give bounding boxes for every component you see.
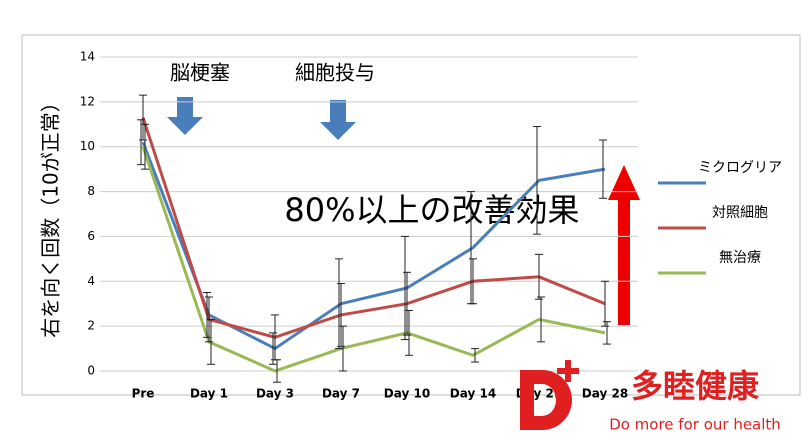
error-bar — [269, 332, 277, 365]
legend-label: 無治療 — [719, 249, 761, 266]
error-bar — [337, 283, 345, 347]
error-bar — [405, 309, 413, 356]
x-tick-label: Day 3 — [256, 387, 294, 401]
legend-label: 対照細胞 — [712, 205, 768, 221]
error-bar — [601, 280, 609, 327]
y-axis-label: 右を向く回数（10が正常） — [39, 92, 63, 337]
error-bar — [401, 235, 409, 341]
legend-label: ミクログリア — [698, 160, 782, 176]
logo — [520, 370, 572, 430]
annotation: 脳梗塞 — [170, 61, 230, 85]
error-bar — [599, 139, 607, 199]
y-tick-label: 0 — [87, 364, 95, 378]
logo-plus — [557, 360, 579, 382]
error-bar — [535, 253, 543, 300]
annotation: 細胞投与 — [295, 61, 375, 85]
error-bar — [137, 119, 145, 166]
x-tick-label: Day 28 — [582, 387, 628, 401]
x-tick-label: Day 14 — [450, 387, 496, 401]
error-bar — [469, 258, 477, 305]
error-bar — [139, 94, 147, 141]
series-line — [141, 141, 606, 351]
error-bar — [471, 348, 479, 363]
arrow-down — [320, 100, 356, 140]
series-line — [141, 146, 606, 373]
watermark-brand: 多睦健康 — [631, 367, 760, 405]
x-tick-label: Day 7 — [322, 387, 360, 401]
y-tick-label: 14 — [80, 50, 95, 64]
y-tick-label: 6 — [87, 229, 95, 243]
error-bar — [273, 359, 281, 383]
error-bar — [603, 321, 611, 345]
x-tick-label: Day 1 — [190, 387, 228, 401]
series-line — [141, 117, 606, 339]
arrow-down — [167, 97, 203, 135]
x-tick-label: Pre — [132, 387, 155, 401]
error-bar — [203, 292, 211, 338]
error-bar — [335, 258, 343, 350]
watermark-slogan: Do more for our health — [609, 416, 781, 434]
error-bar — [533, 126, 541, 235]
arrow-up — [608, 165, 640, 325]
y-tick-label: 10 — [80, 139, 95, 153]
x-tick-label: Day 10 — [384, 387, 430, 401]
y-tick-label: 2 — [87, 319, 95, 333]
error-bar — [537, 296, 545, 343]
error-bar — [141, 123, 149, 170]
annotation: 80%以上の改善効果 — [284, 191, 579, 229]
error-bar — [339, 325, 347, 372]
error-bar — [207, 318, 215, 365]
y-tick-label: 4 — [87, 274, 95, 288]
y-tick-label: 8 — [87, 184, 95, 198]
y-tick-label: 12 — [80, 94, 95, 108]
error-bar — [403, 271, 411, 336]
